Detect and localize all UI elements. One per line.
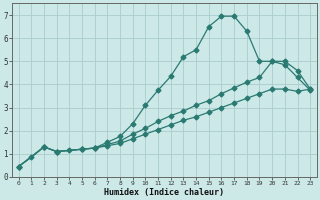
X-axis label: Humidex (Indice chaleur): Humidex (Indice chaleur) xyxy=(104,188,224,197)
